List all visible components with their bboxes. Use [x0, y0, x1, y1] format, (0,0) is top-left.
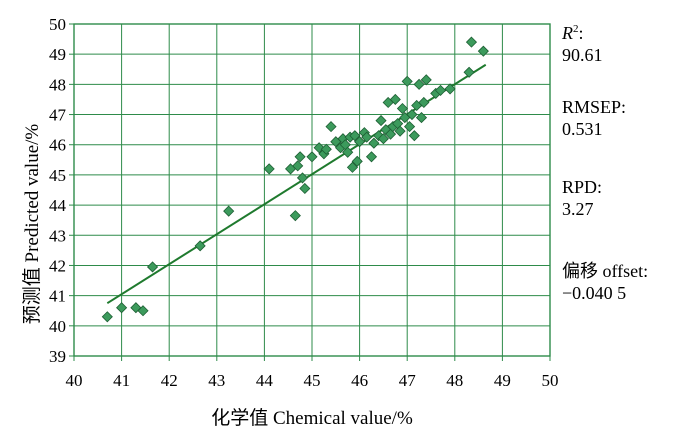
y-axis-label: 预测值 Predicted value/%: [21, 124, 43, 325]
data-point: [365, 151, 378, 163]
x-tick-label-44: 44: [256, 371, 274, 390]
x-axis-label: 化学值 Chemical value/%: [211, 407, 413, 429]
data-point: [306, 151, 318, 163]
data-point: [444, 83, 456, 95]
rpd-stat: RPD: 3.27: [562, 176, 602, 220]
x-tick-label-43: 43: [208, 371, 225, 390]
axes: [69, 23, 551, 361]
data-point: [415, 111, 428, 124]
data-point: [465, 36, 478, 48]
x-tick-label-46: 46: [351, 371, 368, 390]
data-point: [401, 75, 413, 87]
y-tick-label-48: 48: [49, 75, 66, 94]
data-point: [146, 261, 159, 273]
regression-line: [106, 63, 487, 305]
data-point: [408, 130, 420, 142]
data-point: [320, 143, 332, 155]
data-point: [342, 146, 354, 158]
offset-stat: 偏移 offset: −0.040 5: [562, 260, 648, 304]
y-tick-label-45: 45: [49, 166, 66, 185]
data-point: [263, 163, 275, 175]
y-tick-label-41: 41: [49, 287, 66, 306]
y-tick-label-46: 46: [49, 136, 66, 155]
x-tick-label-41: 41: [113, 371, 130, 390]
data-point: [413, 78, 425, 90]
data-point: [349, 130, 361, 142]
data-point: [375, 115, 387, 127]
data-point: [346, 161, 359, 173]
data-point: [420, 74, 432, 86]
rmsep-value: 0.531: [562, 119, 603, 139]
data-point: [418, 96, 430, 109]
r2-label: R2:: [562, 22, 603, 44]
data-point: [325, 121, 337, 133]
data-point: [463, 66, 475, 78]
offset-label: 偏移 offset:: [562, 261, 649, 281]
r2-superscript: 2: [573, 23, 579, 35]
x-tick-label-47: 47: [399, 371, 417, 390]
data-point: [361, 131, 373, 143]
data-point: [406, 108, 418, 121]
data-point: [354, 136, 366, 148]
data-point: [389, 93, 401, 106]
data-point: [289, 210, 301, 222]
x-tick-label-48: 48: [446, 371, 463, 390]
x-tick-label-40: 40: [66, 371, 83, 390]
x-tick-label-42: 42: [161, 371, 178, 390]
data-point: [368, 137, 380, 149]
data-points: [101, 36, 489, 323]
offset-value: −0.040 5: [562, 283, 627, 303]
data-point: [299, 182, 311, 195]
data-point: [394, 125, 406, 137]
x-tick-labels: 40 41 42 43 44 45 46 47 48 49 50: [66, 371, 559, 390]
data-point: [396, 102, 409, 115]
r2-value: 90.61: [562, 45, 603, 65]
y-tick-label-39: 39: [49, 347, 66, 366]
grid-lines: [73, 23, 551, 357]
y-tick-label-47: 47: [49, 106, 67, 125]
r2-stat: R2: 90.61: [562, 22, 603, 66]
y-tick-label-49: 49: [49, 45, 66, 64]
data-point: [137, 305, 149, 317]
r2-colon: :: [578, 23, 584, 43]
x-tick-label-45: 45: [304, 371, 321, 390]
rpd-value: 3.27: [562, 199, 594, 219]
r2-symbol: R: [562, 23, 573, 43]
data-point: [377, 133, 389, 145]
y-tick-label-44: 44: [49, 196, 67, 215]
data-point: [477, 45, 489, 57]
data-point: [351, 155, 363, 167]
data-point: [434, 84, 447, 96]
rmsep-stat: RMSEP: 0.531: [562, 96, 626, 140]
y-tick-labels: 39 40 41 42 43 44 45 46 47 48 49 50: [49, 15, 67, 366]
data-point: [116, 302, 128, 314]
data-point: [292, 160, 304, 172]
data-point: [313, 142, 325, 154]
data-point: [404, 121, 416, 133]
data-point: [194, 240, 206, 252]
y-tick-label-50: 50: [49, 15, 66, 34]
x-tick-label-49: 49: [494, 371, 511, 390]
y-tick-label-42: 42: [49, 256, 66, 275]
rmsep-label: RMSEP:: [562, 97, 627, 117]
y-tick-label-40: 40: [49, 317, 66, 336]
data-point: [296, 172, 309, 184]
y-tick-label-43: 43: [49, 226, 66, 245]
data-point: [223, 205, 235, 217]
x-tick-label-50: 50: [542, 371, 559, 390]
data-point: [101, 311, 113, 323]
data-point: [294, 151, 306, 163]
rpd-label: RPD:: [562, 177, 603, 197]
fit-line: [106, 63, 487, 305]
